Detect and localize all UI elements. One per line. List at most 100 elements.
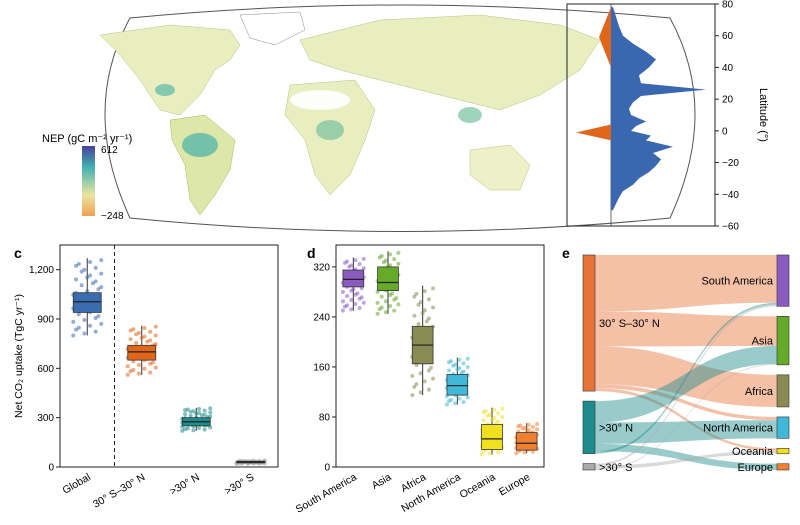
c-point bbox=[153, 365, 158, 370]
d-point bbox=[357, 306, 362, 311]
central-africa-high-nep-region bbox=[316, 120, 344, 140]
sankey-target-node bbox=[776, 463, 790, 471]
sankey-source-node bbox=[582, 254, 596, 392]
d-point bbox=[455, 367, 460, 372]
d-point bbox=[347, 264, 352, 269]
sankey-target-label: Africa bbox=[745, 386, 774, 398]
southeast-asia-high-nep-region bbox=[458, 107, 482, 123]
d-point bbox=[481, 410, 486, 415]
d-point bbox=[444, 402, 449, 407]
d-category-label: Europe bbox=[497, 471, 532, 498]
d-point bbox=[492, 407, 497, 412]
d-point bbox=[410, 393, 415, 398]
d-box bbox=[515, 432, 538, 451]
c-box bbox=[127, 344, 157, 361]
c-point bbox=[199, 413, 204, 418]
sankey-flow bbox=[595, 450, 777, 470]
d-point bbox=[343, 260, 348, 265]
d-point bbox=[447, 398, 452, 403]
d-category-label: South America bbox=[294, 471, 359, 516]
d-point bbox=[426, 297, 431, 302]
sankey-source-label: 30° S–30° N bbox=[599, 318, 660, 330]
sankey-flow bbox=[595, 311, 777, 347]
d-point bbox=[383, 310, 388, 315]
c-point bbox=[183, 408, 188, 413]
c-point bbox=[128, 328, 133, 333]
d-point bbox=[461, 361, 466, 366]
d-point bbox=[500, 406, 505, 411]
d-point bbox=[431, 286, 436, 291]
d-point bbox=[416, 321, 421, 326]
negative-nep-area-0 bbox=[599, 7, 611, 68]
d-ytick-label: 80 bbox=[319, 412, 331, 423]
c-point bbox=[191, 428, 196, 433]
d-point bbox=[418, 390, 423, 395]
colorbar-title: NEP (gC m⁻² yr⁻¹) bbox=[42, 133, 132, 145]
sankey-flow bbox=[595, 443, 777, 470]
d-point bbox=[349, 298, 354, 303]
sankey-target-label: North America bbox=[703, 423, 774, 435]
d-category-label: North America bbox=[399, 471, 463, 515]
d-point bbox=[377, 307, 382, 312]
d-box bbox=[377, 266, 399, 292]
c-point bbox=[88, 323, 93, 328]
d-point bbox=[500, 414, 505, 419]
c-category-label: Global bbox=[60, 471, 92, 497]
d-point bbox=[412, 384, 417, 389]
c-point bbox=[136, 371, 141, 376]
c-point bbox=[79, 269, 84, 274]
d-point bbox=[381, 260, 386, 265]
c-point bbox=[96, 287, 101, 292]
c-ytick-label: 300 bbox=[37, 413, 54, 424]
c-point bbox=[71, 333, 76, 338]
d-point bbox=[530, 449, 535, 454]
c-ytick-label: 600 bbox=[37, 364, 54, 375]
c-point bbox=[208, 425, 213, 430]
d-point bbox=[414, 382, 419, 387]
negative-nep-area-1 bbox=[576, 124, 611, 141]
d-point bbox=[375, 300, 380, 305]
d-point bbox=[418, 300, 423, 305]
c-point bbox=[145, 339, 150, 344]
panel-b-ytick-label: 0 bbox=[722, 126, 728, 137]
latitude-profile-panel: 80 60 40 20 0 −20 −40 −60 Latitude (°) bbox=[566, 0, 769, 233]
d-point bbox=[361, 300, 366, 305]
d-point bbox=[340, 308, 345, 313]
panel-b-ytick-label: −40 bbox=[722, 190, 739, 201]
panel-b-ytick-label: −20 bbox=[722, 158, 739, 169]
d-point bbox=[494, 420, 499, 425]
c-point bbox=[194, 411, 199, 416]
c-point bbox=[88, 273, 93, 278]
d-point bbox=[422, 308, 427, 313]
c-category-label: >30° N bbox=[168, 471, 202, 498]
d-point bbox=[396, 302, 401, 307]
c-point bbox=[183, 427, 188, 432]
c-point bbox=[148, 370, 153, 375]
d-point bbox=[451, 363, 456, 368]
d-point bbox=[426, 316, 431, 321]
colorbar-min-label: −248 bbox=[101, 211, 124, 222]
c-point bbox=[76, 325, 81, 330]
c-point bbox=[93, 265, 98, 270]
d-point bbox=[396, 261, 401, 266]
d-point bbox=[431, 305, 436, 310]
d-point bbox=[377, 255, 382, 260]
c-point bbox=[99, 258, 104, 263]
greenland-landmass bbox=[239, 11, 306, 46]
c-point bbox=[202, 408, 207, 413]
sankey-flow bbox=[595, 304, 777, 466]
c-point bbox=[208, 410, 213, 415]
c-point bbox=[99, 321, 104, 326]
panel-c-ylabel: Net CO₂ uptake (TgC yr⁻¹) bbox=[13, 294, 25, 418]
panel-c-frame bbox=[59, 244, 279, 468]
colorbar-max-label: 612 bbox=[101, 145, 118, 156]
sankey-target-label: Asia bbox=[752, 336, 774, 348]
d-point bbox=[353, 292, 358, 297]
c-point bbox=[88, 260, 93, 265]
sankey-source-node bbox=[582, 400, 596, 454]
d-point bbox=[453, 401, 458, 406]
panel-d-frame bbox=[335, 244, 545, 468]
sankey-flow bbox=[595, 364, 777, 470]
